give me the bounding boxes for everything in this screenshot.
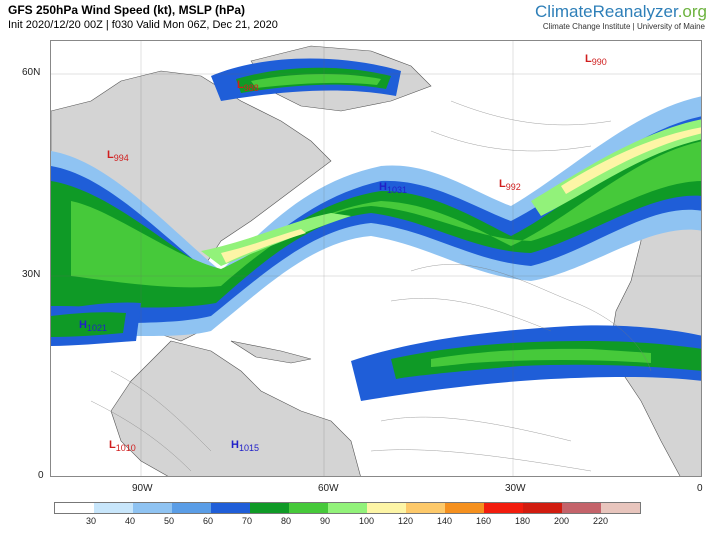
lon-label-0: 0 bbox=[697, 483, 703, 494]
lat-label-0: 0 bbox=[38, 470, 44, 481]
pressure-high-1021: H1021 bbox=[79, 319, 107, 333]
colorbar-swatch bbox=[601, 503, 640, 513]
pressure-type: L bbox=[237, 79, 244, 91]
pressure-low-990: L990 bbox=[585, 53, 607, 67]
lat-label-30n: 30N bbox=[22, 269, 41, 280]
lon-label-60w: 60W bbox=[318, 483, 339, 494]
colorbar-swatch bbox=[133, 503, 172, 513]
brand-name: ClimateReanalyzer bbox=[535, 2, 678, 21]
pressure-low-994: L994 bbox=[107, 149, 129, 163]
lat-lon-grid bbox=[51, 41, 701, 476]
colorbar-label: 80 bbox=[281, 516, 292, 526]
colorbar-label: 50 bbox=[164, 516, 175, 526]
pressure-low-992: L992 bbox=[499, 178, 521, 192]
pressure-value: 1015 bbox=[238, 443, 259, 454]
lon-label-30w: 30W bbox=[505, 483, 526, 494]
brand-suffix: .org bbox=[677, 2, 707, 21]
lon-label-90w: 90W bbox=[132, 483, 153, 494]
colorbar-swatch bbox=[328, 503, 367, 513]
pressure-value: 988 bbox=[243, 83, 259, 94]
pressure-low-1010: L1010 bbox=[109, 439, 136, 453]
colorbar-swatch bbox=[406, 503, 445, 513]
colorbar-label: 200 bbox=[554, 516, 570, 526]
pressure-high-1015: H1015 bbox=[231, 439, 259, 453]
pressure-type: H bbox=[379, 181, 387, 193]
colorbar-swatch bbox=[562, 503, 601, 513]
colorbar-label: 140 bbox=[437, 516, 453, 526]
colorbar-label: 220 bbox=[593, 516, 609, 526]
isobars bbox=[90, 100, 652, 472]
pressure-low-988: L988 bbox=[237, 79, 259, 93]
pressure-value: 994 bbox=[113, 153, 129, 164]
pressure-value: 1010 bbox=[115, 443, 136, 454]
brand-subtitle: Climate Change Institute | University of… bbox=[542, 22, 705, 31]
brand-logo[interactable]: ClimateReanalyzer.org bbox=[535, 2, 707, 22]
colorbar-label: 30 bbox=[86, 516, 97, 526]
colorbar-label: 180 bbox=[515, 516, 531, 526]
pressure-value: 1031 bbox=[386, 185, 407, 196]
pressure-type: H bbox=[231, 439, 239, 451]
colorbar-label: 100 bbox=[359, 516, 375, 526]
pressure-high-1031: H1031 bbox=[379, 181, 407, 195]
colorbar-label: 90 bbox=[320, 516, 331, 526]
map-title: GFS 250hPa Wind Speed (kt), MSLP (hPa) bbox=[8, 3, 246, 17]
colorbar-swatch bbox=[445, 503, 484, 513]
lat-label-60n: 60N bbox=[22, 67, 41, 78]
pressure-type: L bbox=[107, 149, 114, 161]
colorbar-label: 70 bbox=[242, 516, 253, 526]
colorbar-swatch bbox=[289, 503, 328, 513]
map-subtitle: Init 2020/12/20 00Z | f030 Valid Mon 06Z… bbox=[8, 19, 278, 31]
colorbar-swatch bbox=[250, 503, 289, 513]
colorbar-swatch bbox=[523, 503, 562, 513]
colorbar-label: 40 bbox=[125, 516, 136, 526]
wind-speed-map: L988 L990 L994 H1031 L992 H1021 L1010 H1… bbox=[50, 40, 702, 477]
colorbar-swatch bbox=[94, 503, 133, 513]
colorbar-swatch bbox=[211, 503, 250, 513]
pressure-type: L bbox=[109, 439, 116, 451]
colorbar-label: 160 bbox=[476, 516, 492, 526]
pressure-type: L bbox=[499, 178, 506, 190]
colorbar-swatch bbox=[172, 503, 211, 513]
map-canvas bbox=[51, 41, 701, 476]
colorbar-swatch bbox=[55, 503, 94, 513]
colorbar-swatch bbox=[367, 503, 406, 513]
colorbar bbox=[54, 502, 641, 514]
pressure-value: 990 bbox=[591, 57, 607, 68]
colorbar-label: 60 bbox=[203, 516, 214, 526]
pressure-type: L bbox=[585, 53, 592, 65]
pressure-value: 1021 bbox=[86, 323, 107, 334]
colorbar-swatch bbox=[484, 503, 523, 513]
wind-bands bbox=[51, 58, 701, 401]
pressure-type: H bbox=[79, 319, 87, 331]
colorbar-label: 120 bbox=[398, 516, 414, 526]
pressure-value: 992 bbox=[505, 182, 521, 193]
